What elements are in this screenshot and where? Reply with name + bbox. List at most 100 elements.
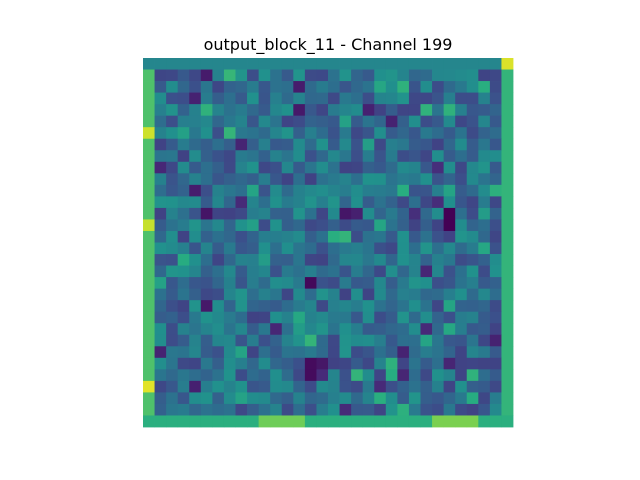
heatmap-cell (443, 242, 456, 255)
heatmap-cell (408, 161, 421, 174)
heatmap-cell (339, 242, 352, 255)
heatmap-cell (489, 277, 502, 290)
heatmap-cell (304, 323, 317, 336)
heatmap-cell (304, 380, 317, 393)
heatmap-cell (270, 392, 283, 405)
heatmap-cell (385, 69, 398, 82)
heatmap-cell (235, 127, 248, 140)
heatmap-cell (339, 81, 352, 93)
heatmap-cell (362, 173, 375, 186)
heatmap-cell (420, 288, 433, 301)
heatmap-cell (270, 242, 283, 255)
heatmap-cell (443, 230, 456, 243)
heatmap-cell (397, 311, 410, 324)
heatmap-cell (143, 346, 155, 359)
heatmap-cell (258, 115, 271, 128)
heatmap-cell (189, 242, 202, 255)
heatmap-cell (189, 184, 202, 197)
heatmap-cell (489, 104, 502, 117)
heatmap-cell (270, 380, 283, 393)
heatmap-cell (420, 369, 433, 382)
heatmap-cell (362, 311, 375, 324)
heatmap-cell (154, 115, 167, 128)
heatmap-cell (154, 323, 167, 336)
heatmap-cell (235, 369, 248, 382)
heatmap-cell (420, 161, 433, 174)
heatmap-cell (270, 173, 283, 186)
heatmap-cell (432, 323, 445, 336)
heatmap-cell (293, 323, 306, 336)
heatmap-cell (501, 403, 514, 416)
heatmap-cell (270, 58, 283, 70)
heatmap-cell (478, 311, 491, 324)
heatmap-cell (154, 150, 167, 163)
heatmap-cell (281, 173, 294, 186)
heatmap-cell (328, 403, 340, 416)
heatmap-cell (281, 230, 294, 243)
heatmap-cell (374, 357, 387, 370)
heatmap-cell (316, 219, 329, 232)
heatmap-cell (293, 357, 306, 370)
heatmap-cell (408, 254, 421, 266)
heatmap-cell (223, 254, 236, 266)
heatmap-cell (408, 92, 421, 105)
heatmap-cell (177, 242, 190, 255)
heatmap-cell (351, 369, 364, 382)
heatmap-cell (316, 346, 329, 359)
heatmap-cell (143, 380, 155, 393)
heatmap-cell (489, 415, 502, 428)
heatmap-cell (293, 265, 306, 278)
heatmap-cell (408, 369, 421, 382)
heatmap-cell (339, 58, 352, 70)
heatmap-cell (328, 92, 340, 105)
heatmap-cell (316, 392, 329, 405)
heatmap-cell (408, 138, 421, 151)
heatmap-cell (432, 184, 445, 197)
heatmap-cell (455, 300, 468, 313)
heatmap-cell (247, 161, 260, 174)
heatmap-cell (328, 58, 340, 70)
heatmap-cell (397, 230, 410, 243)
heatmap-cell (281, 81, 294, 93)
heatmap-cell (166, 242, 179, 255)
heatmap-cell (270, 92, 283, 105)
heatmap-cell (351, 127, 364, 140)
heatmap-cell (443, 311, 456, 324)
heatmap-cell (143, 277, 155, 290)
heatmap-cell (455, 346, 468, 359)
heatmap-cell (385, 403, 398, 416)
heatmap-cell (189, 300, 202, 313)
heatmap-cell (200, 357, 213, 370)
heatmap-cell (235, 277, 248, 290)
heatmap-cell (247, 58, 260, 70)
heatmap-cell (362, 104, 375, 117)
heatmap-cell (374, 230, 387, 243)
heatmap-cell (397, 357, 410, 370)
heatmap-cell (385, 254, 398, 266)
heatmap-cell (351, 254, 364, 266)
heatmap-cell (154, 58, 167, 70)
heatmap-cell (154, 230, 167, 243)
heatmap-cell (489, 265, 502, 278)
heatmap-cell (177, 323, 190, 336)
heatmap-cell (304, 69, 317, 82)
heatmap-cell (489, 357, 502, 370)
heatmap-cell (247, 265, 260, 278)
heatmap-cell (212, 127, 225, 140)
heatmap-cell (351, 357, 364, 370)
heatmap-cell (281, 242, 294, 255)
heatmap-cell (489, 127, 502, 140)
heatmap-cell (374, 300, 387, 313)
heatmap-cell (177, 207, 190, 220)
heatmap-cell (443, 334, 456, 347)
heatmap-cell (143, 242, 155, 255)
heatmap-cell (466, 311, 479, 324)
heatmap-cell (328, 69, 340, 82)
heatmap-cell (351, 81, 364, 93)
heatmap-cell (293, 196, 306, 209)
heatmap-cell (478, 58, 491, 70)
heatmap-cell (385, 207, 398, 220)
heatmap-cell (489, 334, 502, 347)
heatmap-cell (316, 196, 329, 209)
heatmap-cell (212, 369, 225, 382)
